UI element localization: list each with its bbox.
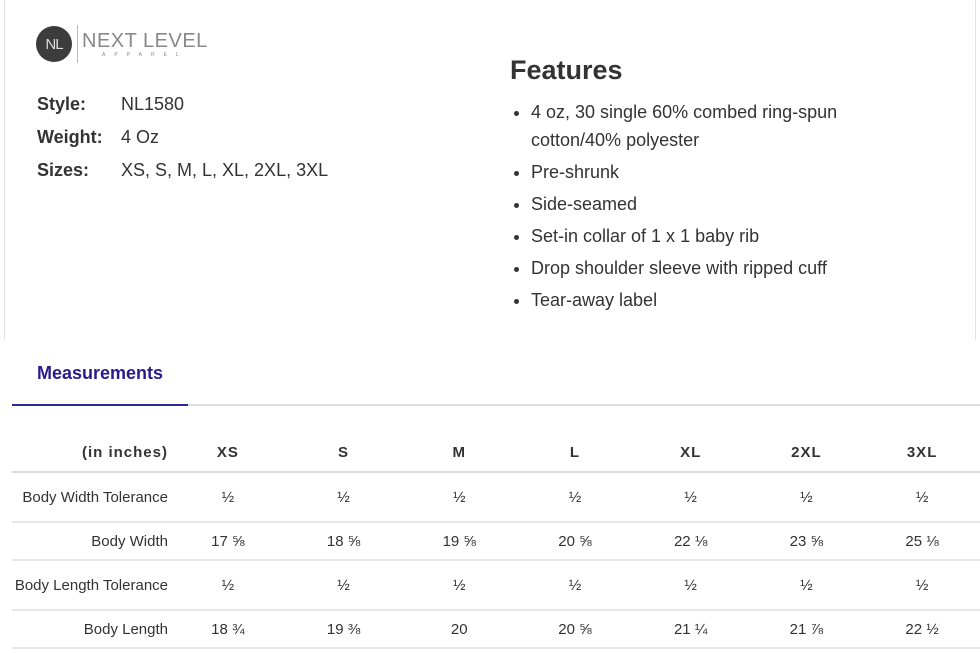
row-label: Body Width [12, 522, 170, 561]
features-list: 4 oz, 30 single 60% combed ring-spun cot… [510, 98, 891, 314]
table-cell: 21 ⅞ [748, 610, 865, 649]
spec-weight: Weight: 4 Oz [37, 127, 328, 160]
row-label: Body Width Tolerance [12, 472, 170, 523]
table-row: Body Length Tolerance ½ ½ ½ ½ ½ ½ ½ [12, 560, 980, 611]
table-cell: 25 ⅛ [864, 522, 980, 561]
column-header: XS [170, 433, 286, 473]
spec-sizes: Sizes: XS, S, M, L, XL, 2XL, 3XL [37, 160, 328, 193]
spec-list: Style: NL1580 Weight: 4 Oz Sizes: XS, S, M,… [37, 94, 328, 193]
table-cell: 17 ⅝ [170, 522, 286, 561]
tab-measurements[interactable]: Measurements [12, 352, 188, 406]
table-cell: ½ [748, 472, 865, 523]
product-info-card [4, 0, 976, 340]
spec-label: Weight: [37, 127, 103, 147]
table-cell: 21 ¼ [632, 610, 749, 649]
spec-style: Style: NL1580 [37, 94, 328, 127]
table-cell: 19 ⅝ [401, 522, 518, 561]
logo-circle: NL [36, 26, 72, 62]
table-cell: 18 ⅝ [285, 522, 402, 561]
feature-item: Tear-away label [531, 286, 891, 314]
tab-bar: Measurements [12, 352, 980, 406]
logo-sub: APPAREL [102, 51, 188, 58]
table-cell: ½ [285, 472, 402, 523]
column-header: XL [632, 433, 749, 473]
feature-item: 4 oz, 30 single 60% combed ring-spun cot… [531, 98, 891, 154]
measurements-table: (in inches) XS S M L XL 2XL 3XL Body Width Tole… [12, 433, 980, 649]
spec-value: XS, S, M, L, XL, 2XL, 3XL [121, 160, 329, 180]
brand-logo: NL NEXT LEVEL APPAREL [36, 24, 208, 64]
spec-value: NL1580 [121, 94, 185, 114]
spec-label: Sizes: [37, 160, 90, 180]
features-title: Features [510, 55, 623, 85]
table-cell: 19 ⅜ [285, 610, 402, 649]
feature-item: Pre-shrunk [531, 158, 891, 186]
table-cell: ½ [748, 560, 865, 611]
column-header: 3XL [864, 433, 980, 473]
table-cell: ½ [517, 472, 633, 523]
logo-divider [77, 25, 78, 63]
table-cell: 23 ⅝ [748, 522, 865, 561]
spec-value: 4 Oz [121, 127, 160, 147]
column-header: S [285, 433, 402, 473]
logo-name: NEXT LEVEL [82, 29, 208, 52]
column-header: L [517, 433, 633, 473]
table-cell: ½ [632, 472, 749, 523]
feature-item: Drop shoulder sleeve with ripped cuff [531, 254, 891, 282]
feature-item: Side-seamed [531, 190, 891, 218]
feature-item: Set-in collar of 1 x 1 baby rib [531, 222, 891, 250]
table-cell: ½ [170, 472, 286, 523]
table-cell: 20 ⅝ [517, 522, 633, 561]
table-cell: ½ [864, 472, 980, 523]
column-header: 2XL [748, 433, 865, 473]
row-label: Body Length Tolerance [12, 560, 170, 611]
table-cell: ½ [864, 560, 980, 611]
table-row: Body Width Tolerance ½ ½ ½ ½ ½ ½ ½ [12, 472, 980, 523]
table-cell: 22 ½ [864, 610, 980, 649]
table-cell: ½ [285, 560, 402, 611]
table-cell: 22 ⅛ [632, 522, 749, 561]
table-cell: 20 [401, 610, 518, 649]
table-cell: ½ [401, 560, 518, 611]
table-cell: ½ [632, 560, 749, 611]
features-section: Features 4 oz, 30 single 60% combed ring… [510, 55, 891, 318]
spec-label: Style: [37, 94, 87, 114]
table-row: Body Width 17 ⅝ 18 ⅝ 19 ⅝ 20 ⅝ 22 ⅛ 23 ⅝ 25 ⅛ [12, 522, 980, 561]
row-label: Body Length [12, 610, 170, 649]
table-cell: ½ [170, 560, 286, 611]
table-cell: ½ [401, 472, 518, 523]
table-header-row: (in inches) XS S M L XL 2XL 3XL [12, 433, 980, 473]
column-header: (in inches) [12, 433, 170, 473]
table-cell: 20 ⅝ [517, 610, 633, 649]
table-cell: 18 ¾ [170, 610, 286, 649]
table-row: Body Length 18 ¾ 19 ⅜ 20 20 ⅝ 21 ¼ 21 ⅞ 22 ½ [12, 610, 980, 649]
column-header: M [401, 433, 518, 473]
table-cell: ½ [517, 560, 633, 611]
